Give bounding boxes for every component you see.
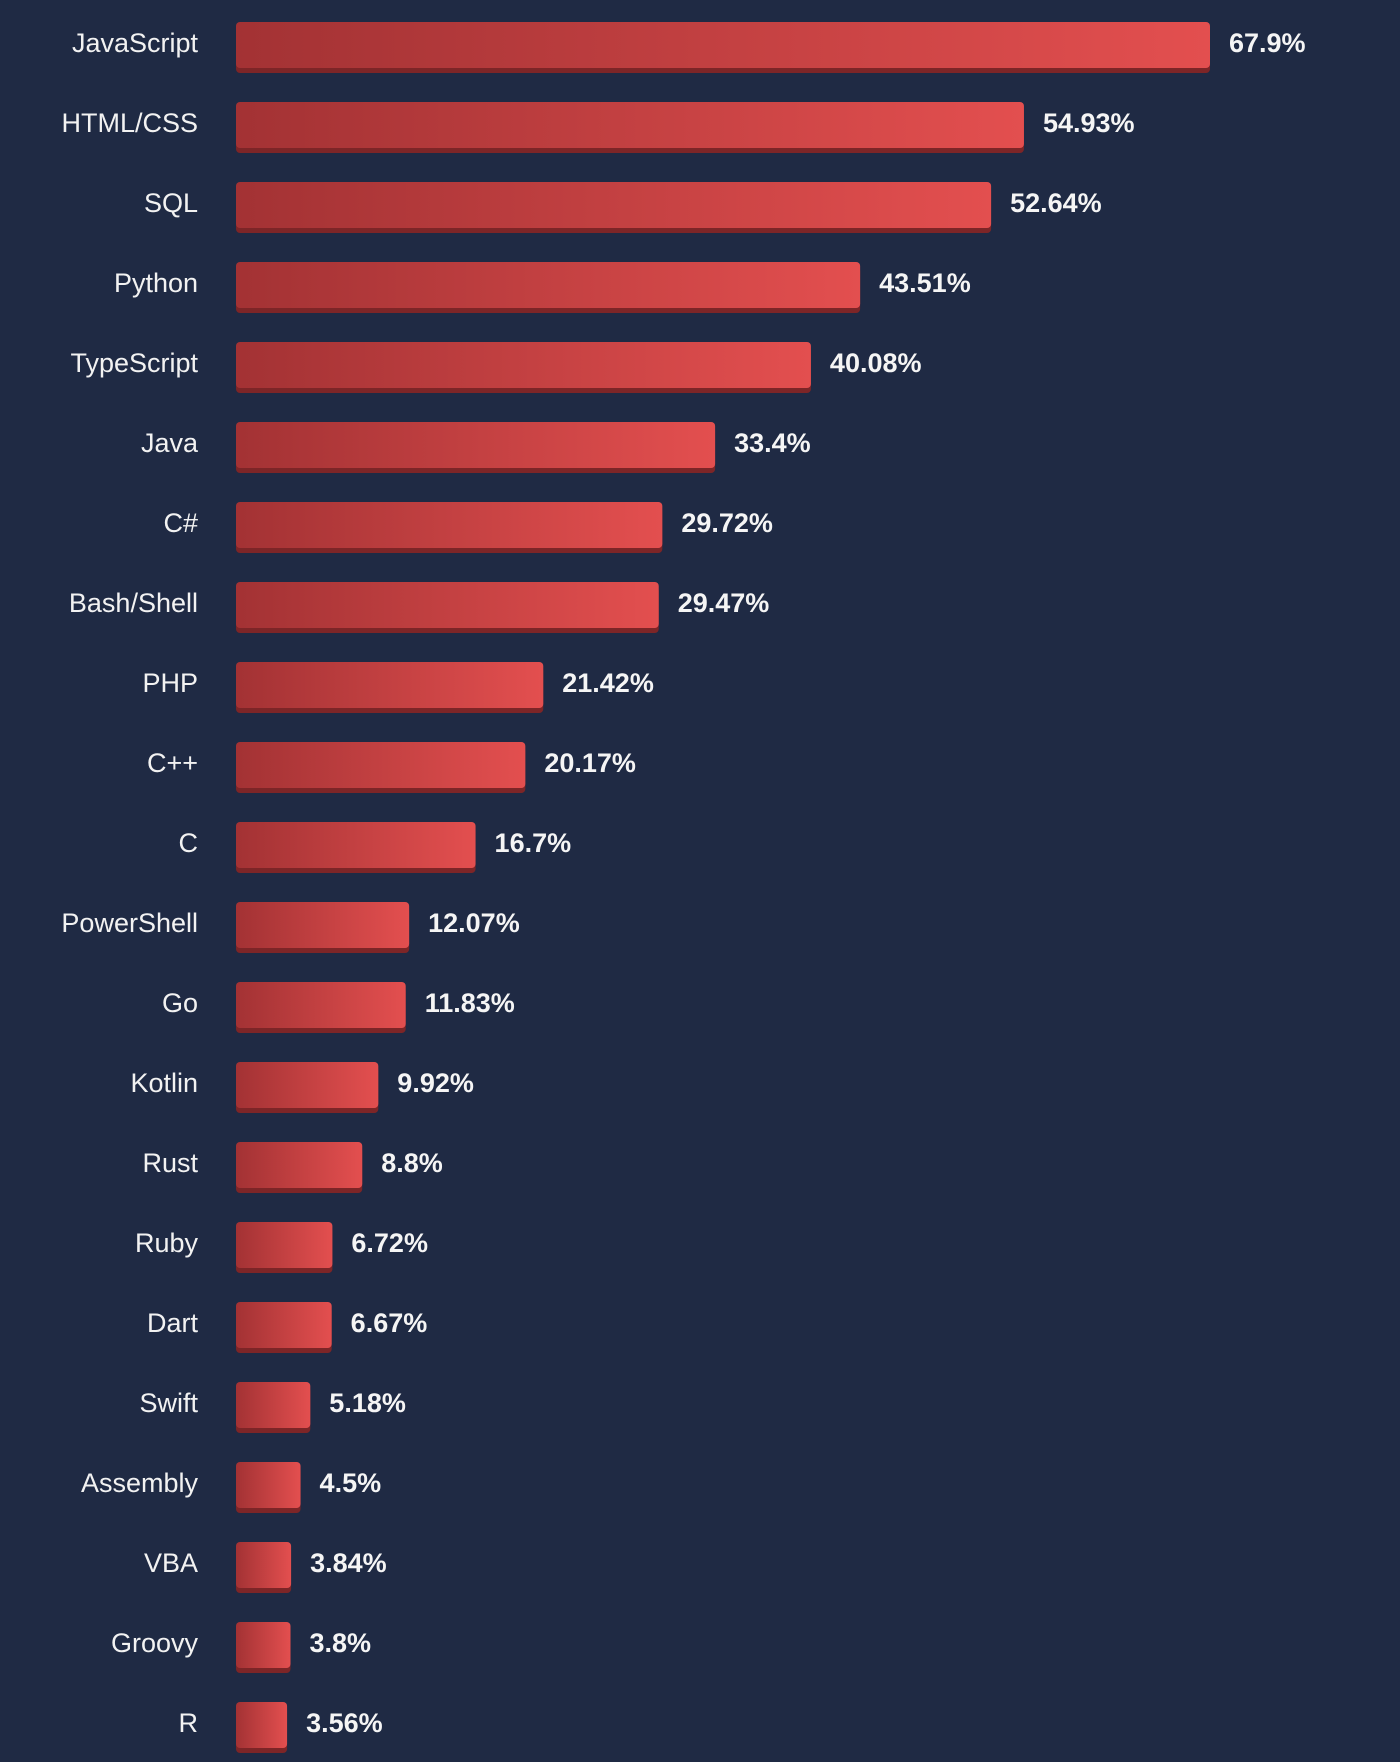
bar-rust — [236, 1142, 363, 1188]
bar-groovy — [236, 1622, 291, 1668]
bar-bash-shell — [236, 582, 659, 628]
bar-php — [236, 662, 544, 708]
value-label: 11.83% — [425, 988, 515, 1018]
value-label: 3.84% — [310, 1548, 387, 1578]
bar-powershell — [236, 902, 410, 948]
bar-kotlin — [236, 1062, 379, 1108]
bar-python — [236, 262, 861, 308]
bar-java — [236, 422, 716, 468]
category-label: TypeScript — [70, 348, 198, 378]
value-label: 5.18% — [329, 1388, 406, 1418]
bar-html-css — [236, 102, 1024, 148]
category-label: PowerShell — [61, 908, 198, 938]
bar-swift — [236, 1382, 311, 1428]
category-label: Swift — [139, 1388, 198, 1418]
category-label: Assembly — [81, 1468, 199, 1498]
category-label: SQL — [144, 188, 198, 218]
bar-javascript — [236, 22, 1210, 68]
category-label: Go — [162, 988, 198, 1018]
bars-group: JavaScript 67.9% HTML/CSS 54.93% SQL 52.64% Py… — [61, 22, 1306, 1753]
value-label: 29.72% — [681, 508, 773, 538]
bar-vba — [236, 1542, 292, 1588]
value-label: 3.8% — [310, 1628, 372, 1658]
category-label: Bash/Shell — [69, 588, 198, 618]
value-label: 33.4% — [734, 428, 811, 458]
value-label: 40.08% — [830, 348, 922, 378]
bar-r — [236, 1702, 288, 1748]
value-label: 29.47% — [678, 588, 770, 618]
value-label: 6.67% — [351, 1308, 428, 1338]
category-label: JavaScript — [72, 28, 199, 58]
value-label: 67.9% — [1229, 28, 1306, 58]
category-label: Dart — [147, 1308, 199, 1338]
category-label: Rust — [142, 1148, 198, 1178]
value-label: 4.5% — [320, 1468, 382, 1498]
bar-c- — [236, 502, 663, 548]
bar-typescript — [236, 342, 811, 388]
value-label: 8.8% — [381, 1148, 443, 1178]
category-label: VBA — [144, 1548, 198, 1578]
bar-assembly — [236, 1462, 301, 1508]
bar-c — [236, 822, 476, 868]
category-label: R — [179, 1708, 199, 1738]
value-label: 43.51% — [879, 268, 971, 298]
value-label: 52.64% — [1010, 188, 1102, 218]
category-label: Python — [114, 268, 198, 298]
value-label: 6.72% — [351, 1228, 428, 1258]
bar-c- — [236, 742, 526, 788]
category-label: Ruby — [135, 1228, 199, 1258]
value-label: 12.07% — [428, 908, 520, 938]
category-label: Kotlin — [130, 1068, 198, 1098]
category-label: C — [179, 828, 199, 858]
value-label: 21.42% — [562, 668, 654, 698]
value-label: 9.92% — [397, 1068, 474, 1098]
value-label: 54.93% — [1043, 108, 1135, 138]
bar-ruby — [236, 1222, 333, 1268]
category-label: Groovy — [111, 1628, 199, 1658]
category-label: Java — [141, 428, 199, 458]
value-label: 16.7% — [495, 828, 572, 858]
value-label: 3.56% — [306, 1708, 383, 1738]
category-label: C++ — [147, 748, 198, 778]
bar-dart — [236, 1302, 332, 1348]
value-label: 20.17% — [544, 748, 636, 778]
category-label: HTML/CSS — [61, 108, 198, 138]
category-label: C# — [163, 508, 198, 538]
bar-sql — [236, 182, 992, 228]
category-label: PHP — [142, 668, 198, 698]
bar-go — [236, 982, 406, 1028]
